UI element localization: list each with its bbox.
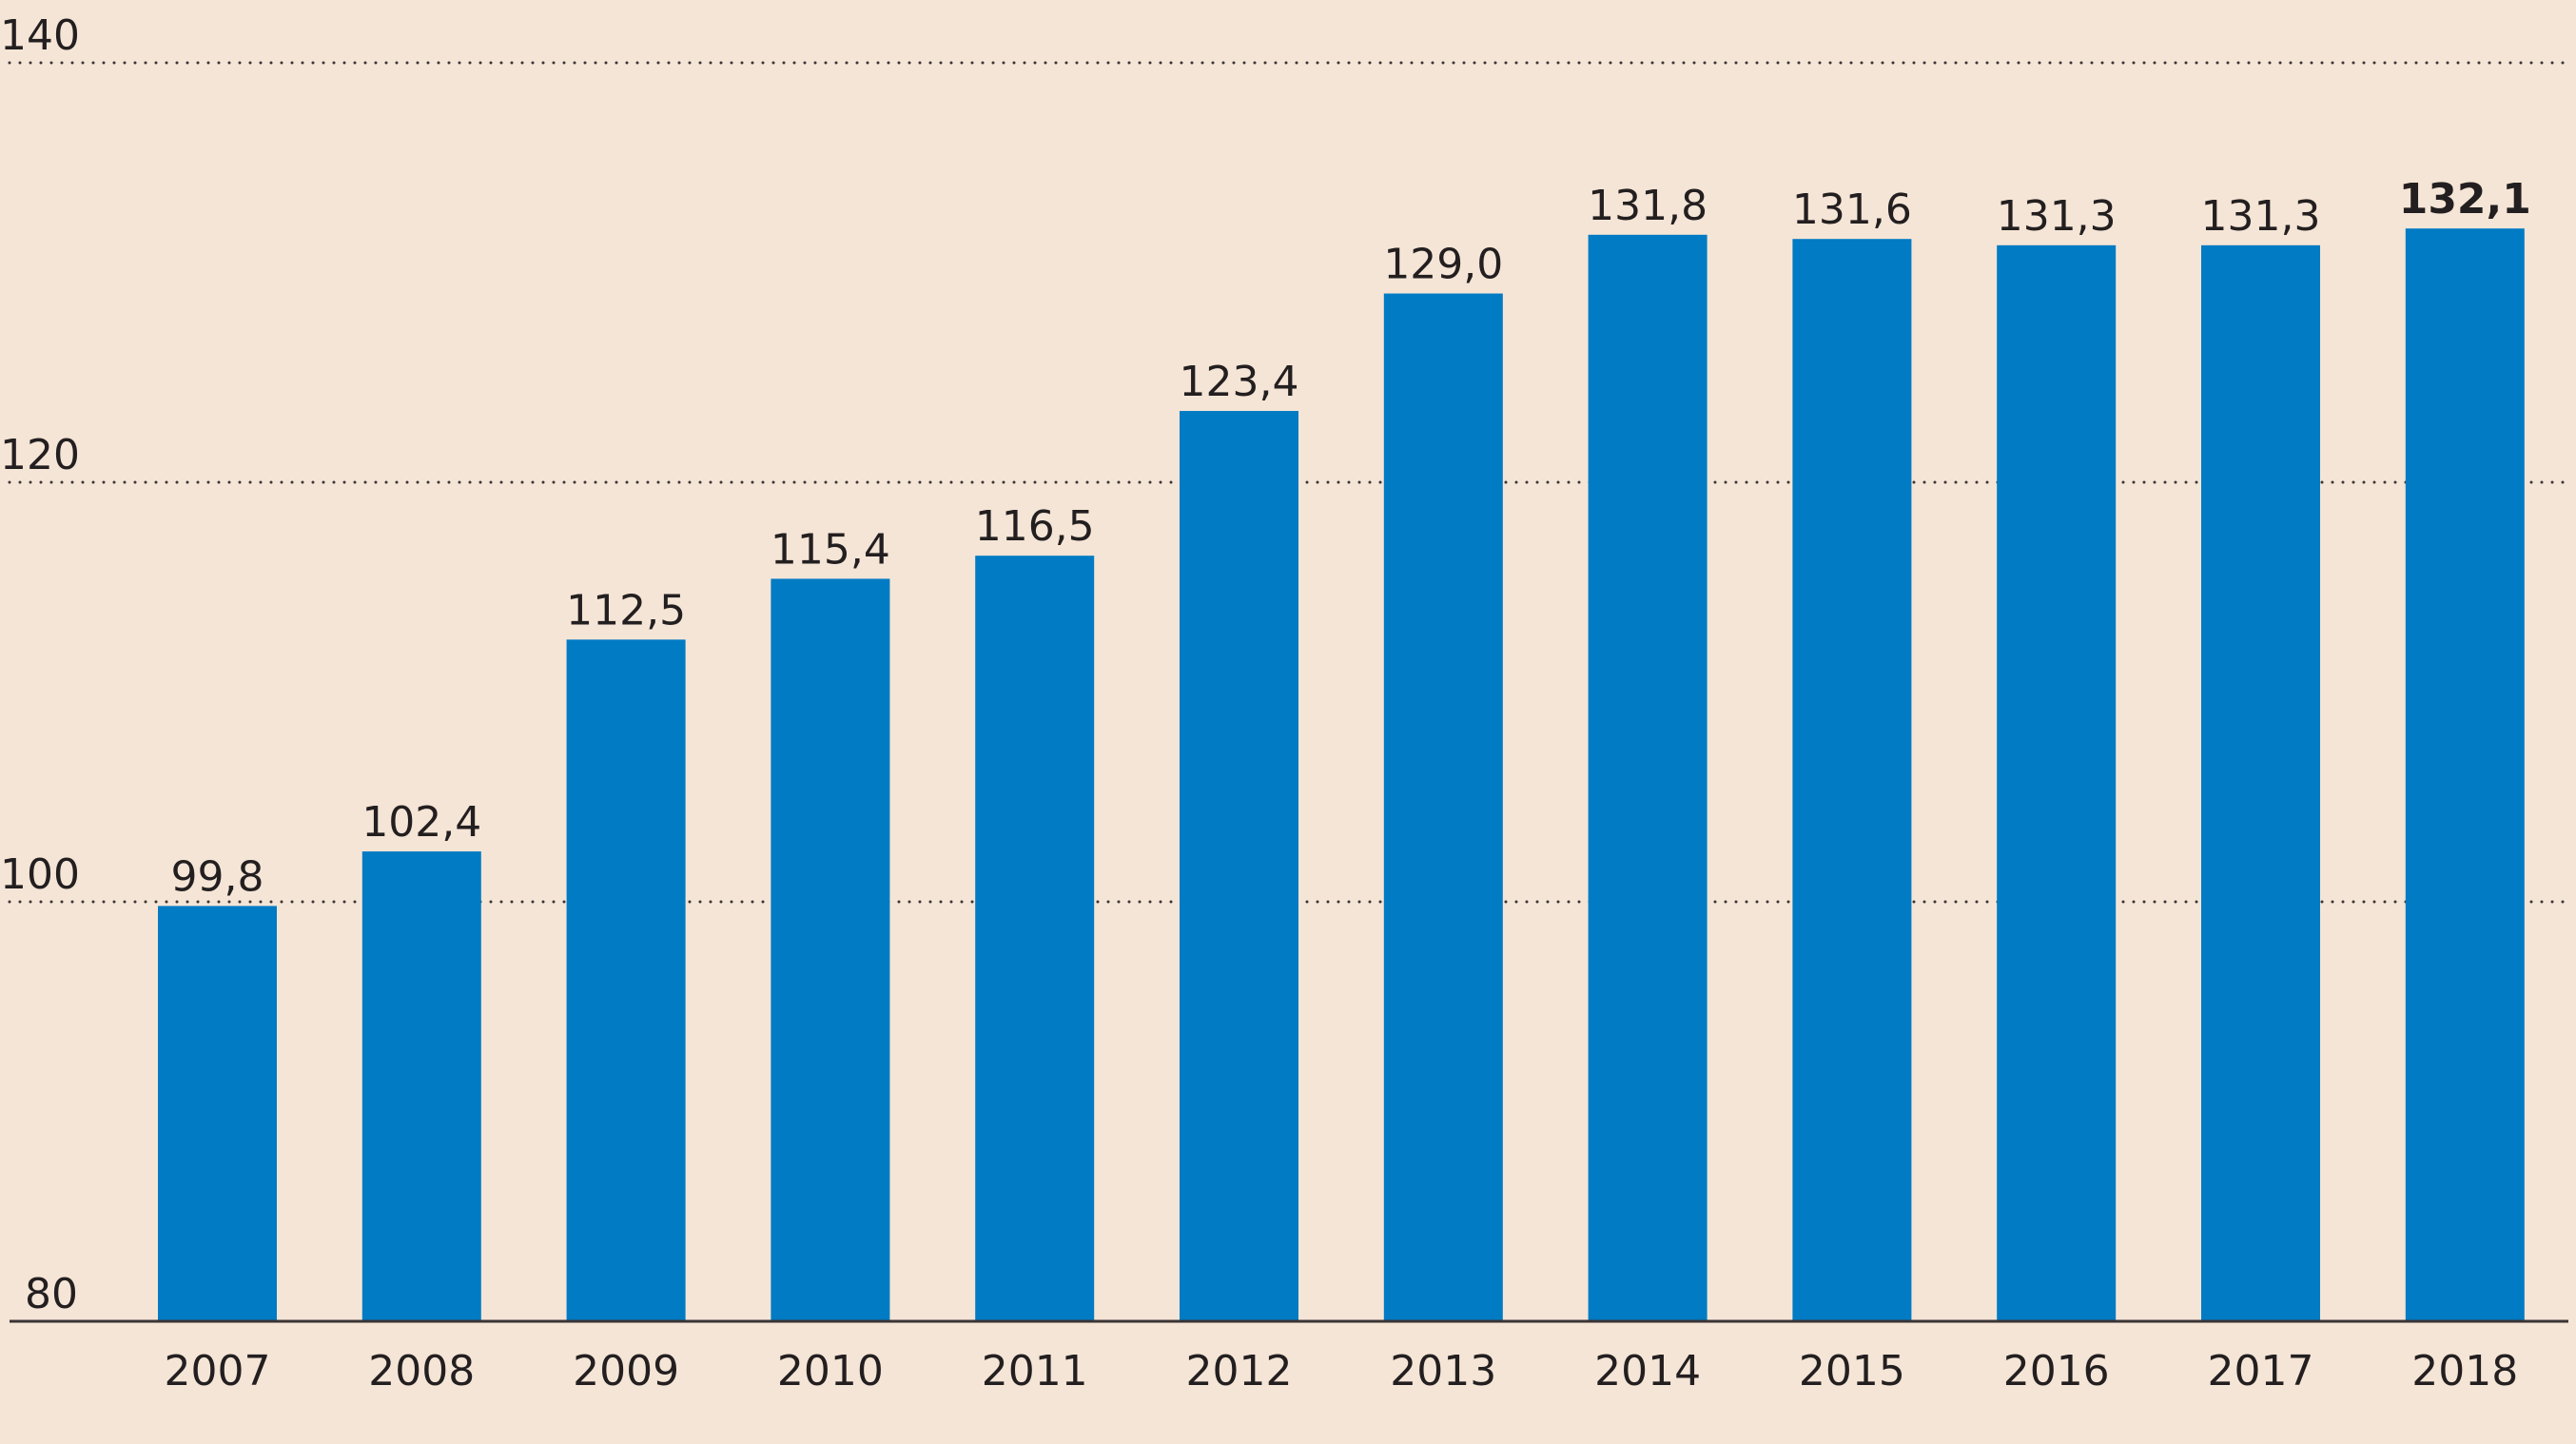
data-label-2010: 115,4: [771, 525, 890, 574]
y-tick-label: 120: [0, 431, 80, 479]
bar-2017: [2201, 244, 2320, 1322]
bar-2010: [771, 578, 890, 1321]
data-label-2009: 112,5: [566, 586, 686, 634]
x-tick-label: 2013: [1390, 1347, 1496, 1395]
bar-2013: [1383, 293, 1503, 1321]
data-label-2014: 131,8: [1588, 182, 1708, 230]
y-tick-label: 100: [0, 850, 80, 899]
x-tick-label: 2009: [573, 1347, 679, 1395]
data-label-2015: 131,6: [1792, 185, 1912, 234]
x-tick-label: 2008: [368, 1347, 475, 1395]
data-label-2007: 99,8: [171, 852, 264, 901]
data-label-2017: 131,3: [2201, 192, 2321, 241]
bar-2014: [1588, 234, 1708, 1321]
bar-2009: [566, 639, 686, 1321]
y-tick-label: 140: [0, 11, 80, 60]
y-tick-label: 80: [25, 1270, 78, 1318]
x-tick-label: 2010: [777, 1347, 884, 1395]
x-tick-label: 2011: [982, 1347, 1088, 1395]
data-label-2012: 123,4: [1180, 358, 1299, 406]
data-label-2018: 132,1: [2399, 175, 2531, 224]
x-tick-label: 2007: [165, 1347, 271, 1395]
x-tick-label: 2015: [1799, 1347, 1905, 1395]
bar-2011: [975, 556, 1095, 1321]
bar-2012: [1180, 411, 1298, 1321]
x-tick-label: 2014: [1594, 1347, 1701, 1395]
x-tick-label: 2018: [2411, 1347, 2518, 1395]
x-tick-label: 2017: [2208, 1347, 2314, 1395]
data-label-2011: 116,5: [975, 502, 1095, 551]
x-tick-label: 2012: [1186, 1347, 1293, 1395]
bar-2007: [158, 906, 277, 1321]
data-label-2008: 102,4: [361, 798, 481, 847]
data-label-2013: 129,0: [1383, 241, 1503, 289]
x-tick-label: 2016: [2003, 1347, 2110, 1395]
data-label-2016: 131,3: [1997, 192, 2117, 241]
bar-2015: [1792, 239, 1912, 1322]
bar-2016: [1997, 244, 2117, 1322]
bar-2018: [2405, 228, 2525, 1321]
bar-2008: [361, 851, 481, 1321]
